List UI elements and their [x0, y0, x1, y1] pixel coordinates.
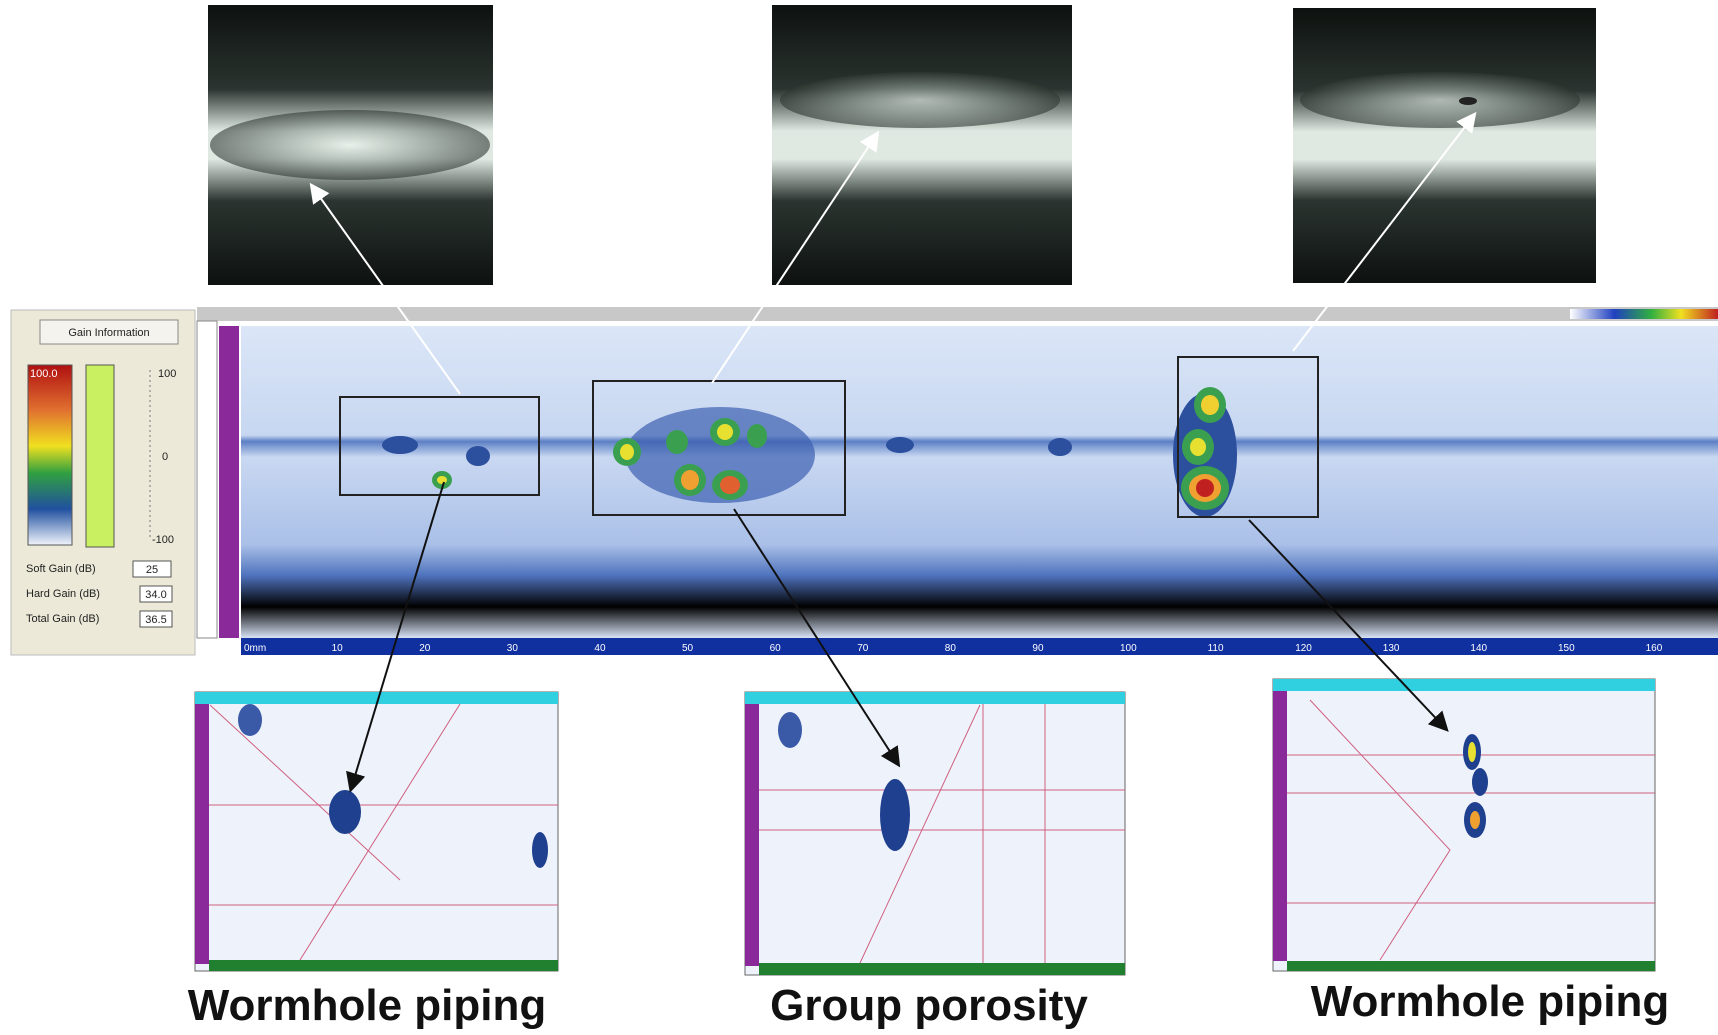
- caption: Wormhole piping: [1311, 977, 1670, 1026]
- gain-value: 36.5: [145, 614, 166, 626]
- slider-tick: -100: [152, 534, 174, 546]
- bscan-part: [1468, 742, 1476, 762]
- bscan-part: [532, 832, 548, 868]
- bscan-part: [209, 960, 558, 971]
- bscan-part: [745, 704, 759, 966]
- indication: [886, 437, 914, 453]
- figure: Gain Information 100.0 100 0 -100 Soft G…: [0, 0, 1718, 1035]
- axis-label: 160: [1646, 643, 1663, 654]
- radiograph-glow: [210, 110, 490, 180]
- gain-label: Hard Gain (dB): [26, 588, 100, 600]
- axis-label: 10: [332, 643, 344, 654]
- palette-label: 100.0: [30, 368, 58, 380]
- slider-tick: 0: [162, 451, 168, 463]
- axis-label: 30: [507, 643, 519, 654]
- axis-label: 100: [1120, 643, 1137, 654]
- radiograph: [772, 5, 1072, 285]
- axis-label: 0mm: [244, 643, 266, 654]
- caption: Wormhole piping: [188, 981, 547, 1030]
- bscan-part: [745, 692, 1125, 704]
- slider-tick: 100: [158, 368, 176, 380]
- axis-label: 150: [1558, 643, 1575, 654]
- gain-label: Soft Gain (dB): [26, 563, 96, 575]
- gain-value: 34.0: [145, 589, 166, 601]
- indication: [1201, 395, 1219, 415]
- caption: Group porosity: [770, 981, 1088, 1030]
- indication: [466, 446, 490, 466]
- radiographs: [208, 5, 1596, 285]
- radiograph-glow: [1300, 72, 1580, 128]
- axis-label: 60: [770, 643, 782, 654]
- indication: [747, 424, 767, 448]
- indication: [437, 476, 447, 484]
- bscan-part: [880, 779, 910, 851]
- bscans: [195, 679, 1655, 975]
- button-label: Gain Information: [68, 327, 149, 339]
- cscan-header: [197, 307, 1718, 321]
- indication: [382, 436, 418, 454]
- bscan-part: [759, 963, 1125, 975]
- bscan-part: [745, 692, 1125, 975]
- axis-label: 140: [1470, 643, 1487, 654]
- axis-label: 50: [682, 643, 694, 654]
- axis-label: 130: [1383, 643, 1400, 654]
- bscan-part: [1273, 679, 1655, 691]
- axis-label: 70: [857, 643, 869, 654]
- gain-label: Total Gain (dB): [26, 613, 99, 625]
- bscan-part: [1273, 691, 1287, 961]
- cscan-image: [241, 326, 1718, 638]
- ruler: [197, 321, 217, 638]
- scan-axis: [241, 638, 1718, 655]
- axis-label: 90: [1032, 643, 1044, 654]
- bscan-part: [1287, 961, 1655, 971]
- color-bar: [1570, 309, 1718, 319]
- gain-panel: Gain Information 100.0 100 0 -100 Soft G…: [11, 310, 195, 655]
- bscan-part: [238, 704, 262, 736]
- indication: [620, 444, 634, 460]
- radiograph-glow: [780, 72, 1060, 128]
- bscan: [745, 692, 1125, 975]
- bscan-part: [1472, 768, 1488, 796]
- indication: [1048, 438, 1072, 456]
- bscan-part: [195, 704, 209, 964]
- axis-label: 120: [1295, 643, 1312, 654]
- bscan: [1273, 679, 1655, 971]
- palette: [28, 365, 72, 545]
- indication: [681, 470, 699, 490]
- indication: [666, 430, 688, 454]
- bscan-part: [1273, 679, 1655, 971]
- bscan-part: [778, 712, 802, 748]
- indication: [1196, 479, 1214, 497]
- gain-value: 25: [146, 564, 158, 576]
- axis-label: 110: [1208, 643, 1224, 654]
- indication: [1190, 438, 1206, 456]
- bscan-part: [1470, 811, 1480, 829]
- gain-strip: [86, 365, 114, 547]
- cscan: 0mm 10 20 30 40 50 60 70 80 90 100 110 120 130 140 150 1…: [197, 307, 1718, 655]
- axis-label: 40: [594, 643, 606, 654]
- index-axis: [219, 326, 239, 638]
- indication: [720, 476, 740, 494]
- axis-label: 80: [945, 643, 957, 654]
- bscan: [195, 692, 558, 971]
- axis-label: 20: [419, 643, 431, 654]
- defect: [1459, 97, 1477, 105]
- bscan-part: [329, 790, 361, 834]
- radiograph: [1293, 8, 1596, 283]
- indication: [717, 424, 733, 440]
